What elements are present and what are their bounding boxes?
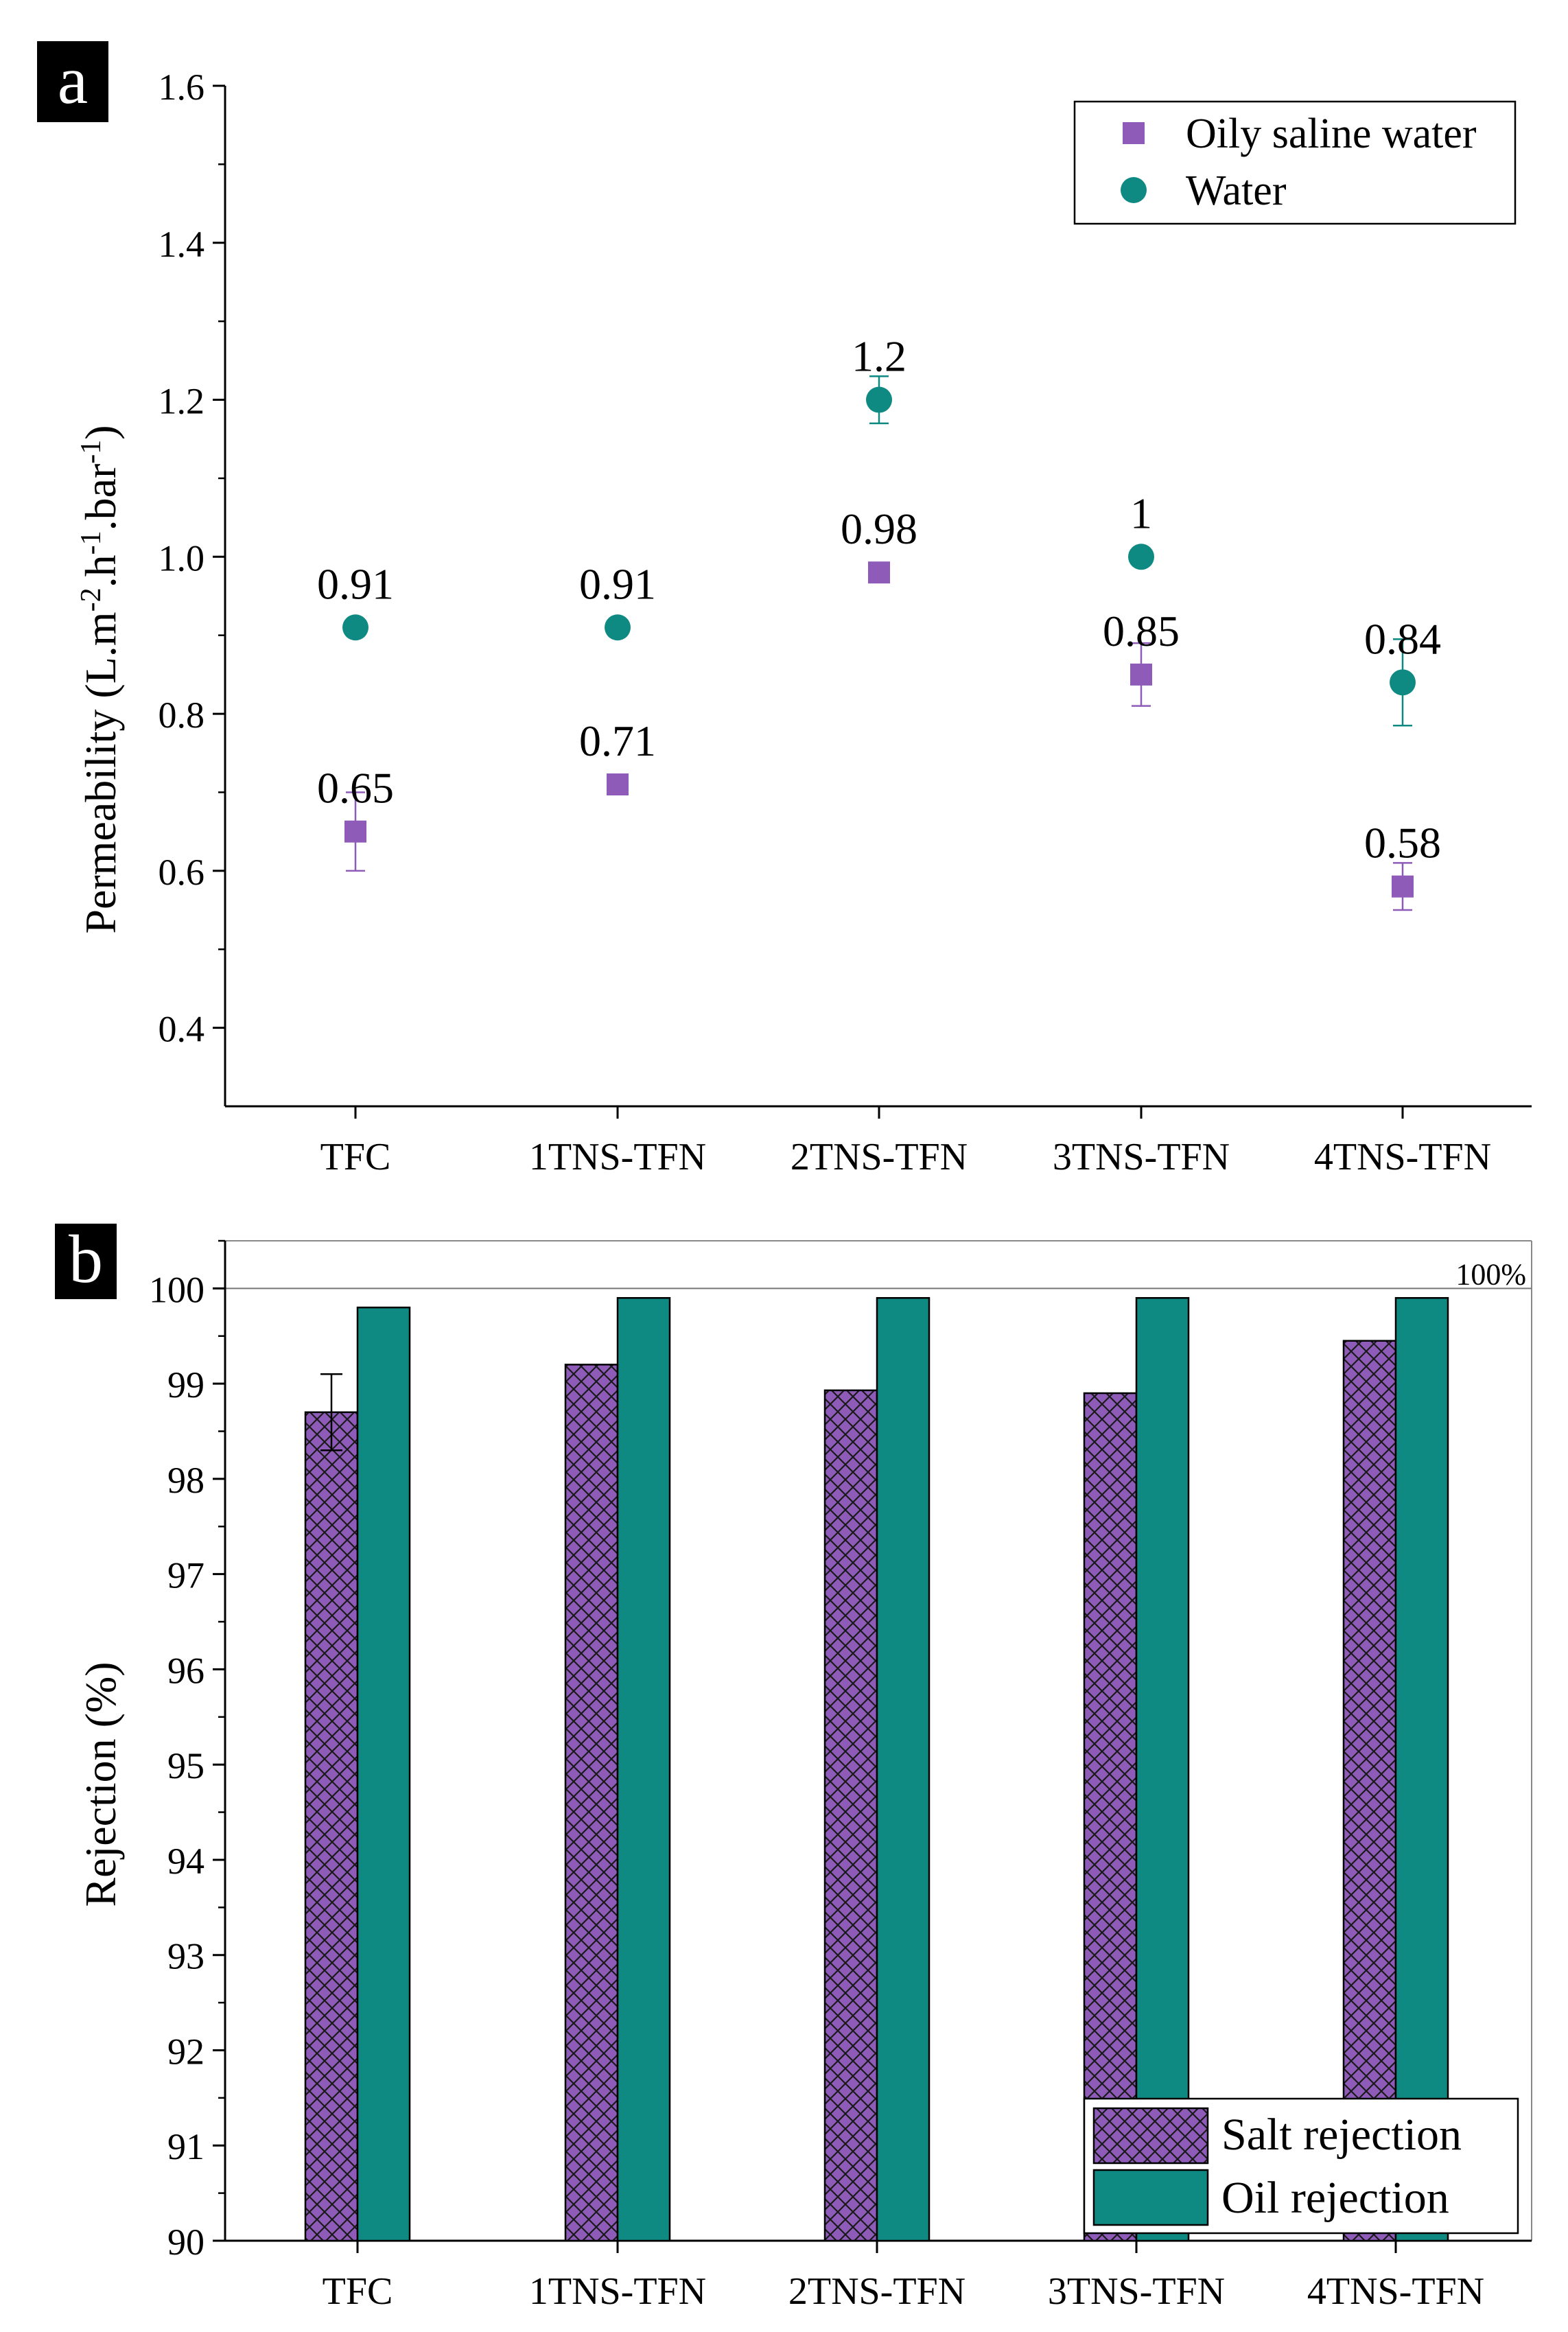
panel-b-y-tick-label: 90: [167, 2222, 204, 2263]
panel-a-legend: Oily saline water Water: [1073, 100, 1517, 225]
panel-b-y-tick-label: 96: [167, 1650, 204, 1691]
water-data-label: 0.84: [1364, 614, 1441, 663]
panel-a-y-tick-label: 1.6: [159, 67, 205, 108]
panel-b-legend: Salt rejection Oil rejection: [1083, 2097, 1519, 2235]
panel-b-x-tick-label: TFC: [323, 2270, 393, 2313]
water-data-label: 1.2: [852, 332, 906, 381]
panel-b-x-tick-label: 2TNS-TFN: [788, 2270, 966, 2313]
panel-a-y-tick-label: 1.2: [159, 381, 205, 422]
panel-b-badge-letter: b: [69, 1221, 103, 1297]
salt-rejection-bar: [304, 1411, 359, 2242]
panel-b-badge: [55, 1224, 117, 1299]
panel-a-legend-box: [1073, 100, 1517, 225]
panel-a-badge: [37, 41, 108, 122]
panel-a: a 0.4 0.6 0.8 1.0 1.2 1.4 1.6 TFC 1TNS-TFN 2TNS-T…: [37, 41, 1532, 1178]
water-point: [866, 386, 892, 413]
panel-a-y-tick-label: 0.4: [159, 1009, 205, 1050]
panel-b-y-tick-label: 93: [167, 1936, 204, 1977]
legend-water-label: Water: [1186, 167, 1287, 214]
oily-saline-water-point: [607, 773, 629, 796]
panel-a-x-tick-label: 1TNS-TFN: [529, 1136, 706, 1178]
legend-square-icon: [1123, 122, 1145, 144]
panel-a-y-tick-label: 0.8: [159, 695, 205, 736]
salt-rejection-bar: [823, 1389, 878, 2242]
panel-a-x-tick-label: 3TNS-TFN: [1053, 1136, 1230, 1178]
salt-rejection-bar: [564, 1364, 619, 2242]
oily-saline-water-point: [1392, 875, 1414, 898]
legend-circle-icon: [1121, 177, 1147, 203]
salt-rejection-bar: [1342, 1340, 1397, 2242]
oil-rejection-bar: [1135, 1297, 1190, 2242]
water-data-label: 0.91: [579, 559, 656, 608]
legend-salt-swatch: [1092, 2107, 1209, 2165]
water-point: [1390, 669, 1416, 696]
panel-a-x-tick-label: TFC: [320, 1136, 391, 1178]
water-data-label: 0.91: [317, 559, 394, 608]
panel-a-badge-letter: a: [58, 42, 88, 118]
panel-b-data-marks: [304, 1297, 1449, 2242]
panel-b: b 100% 90 91 92 93 94 95 96 97 98 99 100 TFC 1TNS-TFN…: [55, 1221, 1532, 2313]
oil-rejection-bar: [1394, 1297, 1449, 2242]
panel-b-y-tick-label: 99: [167, 1364, 204, 1406]
panel-b-y-tick-label: 95: [167, 1745, 204, 1786]
water-point: [1128, 544, 1154, 570]
oil-rejection-bar: [616, 1297, 671, 2242]
oily-saline-water-point: [1130, 663, 1152, 686]
panel-b-y-axis-label: Rejection (%): [76, 1661, 125, 1907]
panel-b-y-tick-label: 97: [167, 1555, 204, 1596]
oily-saline-water-point: [868, 561, 890, 584]
panel-a-x-tick-label: 4TNS-TFN: [1314, 1136, 1491, 1178]
legend-oil-swatch: [1092, 2169, 1209, 2226]
panel-b-y-tick-label: 98: [167, 1460, 204, 1501]
oily-saline-water-data-label: 0.65: [317, 764, 394, 813]
oily-saline-water-point: [344, 820, 366, 843]
panel-a-y-axis-label: Permeability (L.m-2.h-1.bar-1): [75, 425, 125, 933]
panel-a-y-tick-label: 1.4: [159, 224, 205, 265]
oily-saline-water-data-label: 0.98: [841, 504, 917, 553]
panel-b-y-tick-label: 94: [167, 1841, 204, 1882]
water-data-label: 1: [1130, 489, 1152, 537]
panel-b-x-tick-label: 4TNS-TFN: [1307, 2270, 1484, 2313]
water-point: [342, 614, 368, 641]
panel-b-x-tick-label: 3TNS-TFN: [1048, 2270, 1225, 2313]
legend-oily-saline-water-label: Oily saline water: [1186, 110, 1477, 157]
water-point: [605, 614, 631, 641]
panel-a-axes: 0.4 0.6 0.8 1.0 1.2 1.4 1.6 TFC 1TNS-TFN 2TNS-TFN…: [159, 67, 1532, 1178]
panel-a-x-tick-label: 2TNS-TFN: [791, 1136, 968, 1178]
panel-a-y-tick-label: 1.0: [159, 537, 205, 579]
oily-saline-water-data-label: 0.58: [1364, 819, 1441, 867]
panel-a-y-tick-label: 0.6: [159, 852, 205, 893]
oily-saline-water-data-label: 0.85: [1103, 607, 1180, 655]
oil-rejection-bar: [356, 1306, 411, 2242]
panel-a-data-marks: 0.65 0.91 0.71 0.91 0.98 1.2 0.85 1 0.58 0.84: [317, 332, 1441, 911]
oily-saline-water-data-label: 0.71: [579, 716, 656, 765]
legend-oil-rejection-label: Oil rejection: [1221, 2173, 1449, 2223]
legend-salt-rejection-label: Salt rejection: [1221, 2110, 1462, 2160]
oil-rejection-bar: [876, 1297, 931, 2242]
panel-b-y-tick-label: 91: [167, 2126, 204, 2167]
panel-b-x-tick-label: 1TNS-TFN: [529, 2270, 706, 2313]
panel-b-y-tick-label: 92: [167, 2031, 204, 2072]
panel-b-axes: 100% 90 91 92 93 94 95 96 97 98 99 100 TFC 1TNS-TFN 2T…: [149, 1239, 1532, 2313]
panel-b-y-tick-label: 100: [149, 1269, 204, 1310]
reference-line-label: 100%: [1455, 1257, 1526, 1291]
